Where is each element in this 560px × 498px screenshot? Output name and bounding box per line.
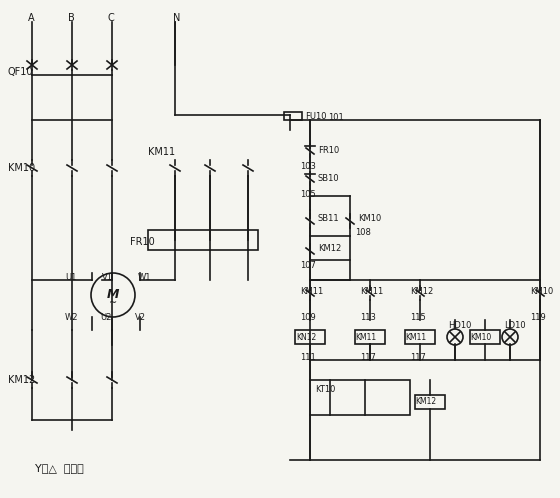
Text: 117: 117 xyxy=(410,354,426,363)
Text: KM12: KM12 xyxy=(410,287,433,296)
Text: KM11: KM11 xyxy=(300,287,323,296)
Text: KM10: KM10 xyxy=(530,287,553,296)
Text: C: C xyxy=(108,13,115,23)
Bar xyxy=(355,330,385,344)
Text: KM12: KM12 xyxy=(318,244,341,252)
Bar xyxy=(415,395,445,409)
Text: FR10: FR10 xyxy=(130,237,155,247)
Bar xyxy=(405,330,435,344)
Bar xyxy=(295,330,325,344)
Bar xyxy=(310,380,410,415)
Text: 101: 101 xyxy=(328,113,344,122)
Text: 105: 105 xyxy=(300,190,316,199)
Text: LD10: LD10 xyxy=(504,322,526,331)
Text: KM12: KM12 xyxy=(8,375,35,385)
Text: ~: ~ xyxy=(109,298,117,308)
Bar xyxy=(470,330,500,344)
Text: KM10: KM10 xyxy=(8,163,35,173)
Text: 107: 107 xyxy=(300,261,316,270)
Text: KM11: KM11 xyxy=(405,333,426,342)
Text: 103: 103 xyxy=(300,161,316,170)
Text: Y－△  起动系: Y－△ 起动系 xyxy=(35,463,84,473)
Text: 108: 108 xyxy=(355,228,371,237)
Text: A: A xyxy=(28,13,35,23)
Text: FU10: FU10 xyxy=(305,112,326,121)
Text: KT10: KT10 xyxy=(315,385,335,394)
Text: B: B xyxy=(68,13,74,23)
Text: FR10: FR10 xyxy=(318,145,339,154)
Text: KM11: KM11 xyxy=(148,147,175,157)
Bar xyxy=(284,112,302,120)
Text: 111: 111 xyxy=(300,354,316,363)
Text: V1: V1 xyxy=(102,273,113,282)
Text: V2: V2 xyxy=(135,314,146,323)
Text: KN12: KN12 xyxy=(296,333,316,342)
Text: M: M xyxy=(107,288,119,301)
Text: KM10: KM10 xyxy=(470,333,491,342)
Text: HD10: HD10 xyxy=(448,322,472,331)
Text: KM10: KM10 xyxy=(358,214,381,223)
Text: U1: U1 xyxy=(65,273,76,282)
Text: KM12: KM12 xyxy=(415,397,436,406)
Text: KM11: KM11 xyxy=(360,287,383,296)
Text: N: N xyxy=(173,13,180,23)
Text: 109: 109 xyxy=(300,314,316,323)
Text: QF10: QF10 xyxy=(8,67,34,77)
Text: 115: 115 xyxy=(410,314,426,323)
Text: KM11: KM11 xyxy=(355,333,376,342)
Bar xyxy=(148,230,258,250)
Text: W1: W1 xyxy=(138,273,152,282)
Text: SB10: SB10 xyxy=(318,173,339,182)
Text: 119: 119 xyxy=(530,314,546,323)
Text: 113: 113 xyxy=(360,314,376,323)
Text: W2: W2 xyxy=(65,314,78,323)
Text: U2: U2 xyxy=(100,314,111,323)
Text: 117: 117 xyxy=(360,354,376,363)
Text: SB11: SB11 xyxy=(318,214,339,223)
